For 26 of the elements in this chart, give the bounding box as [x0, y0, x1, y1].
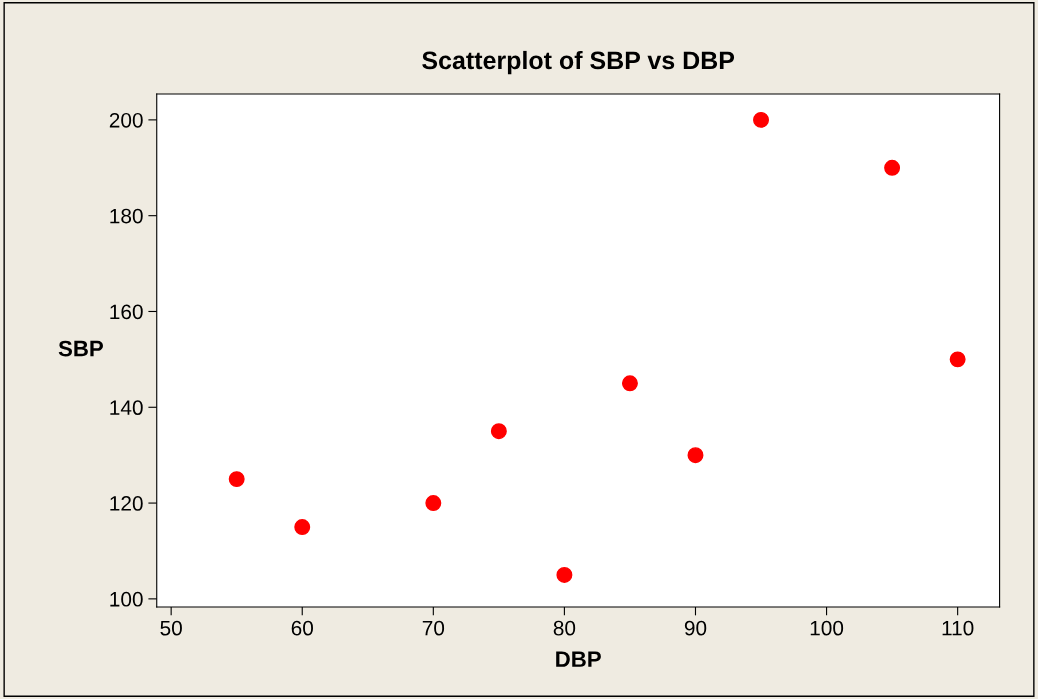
x-tick-label: 100: [810, 620, 844, 636]
point: [949, 351, 966, 368]
y-tick-label: 180: [110, 208, 143, 224]
point: [490, 423, 507, 440]
point: [621, 375, 638, 392]
point: [425, 495, 442, 512]
x-tick-label: 50: [160, 620, 182, 636]
y-axis-title: SBP: [58, 340, 103, 357]
x-tick-label: 80: [553, 620, 576, 636]
point: [753, 111, 770, 128]
x-tick-label: 90: [684, 620, 707, 636]
point: [294, 519, 311, 535]
x-tick-label: 70: [422, 620, 445, 636]
x-axis-title: DBP: [556, 651, 601, 667]
y-tick-label: 200: [109, 112, 143, 128]
point: [228, 471, 245, 488]
chart-title: Scatterplot of SBP vs DBP: [422, 50, 735, 75]
point: [556, 566, 573, 583]
x-tick-label: 110: [942, 620, 974, 636]
x-tick-label: 60: [291, 620, 314, 636]
y-tick-label: 140: [110, 400, 143, 416]
y-tick-label: 160: [110, 304, 143, 320]
y-tick-label: 100: [110, 591, 143, 607]
point: [687, 447, 704, 464]
y-tick-label: 120: [110, 496, 143, 511]
point: [884, 159, 901, 176]
